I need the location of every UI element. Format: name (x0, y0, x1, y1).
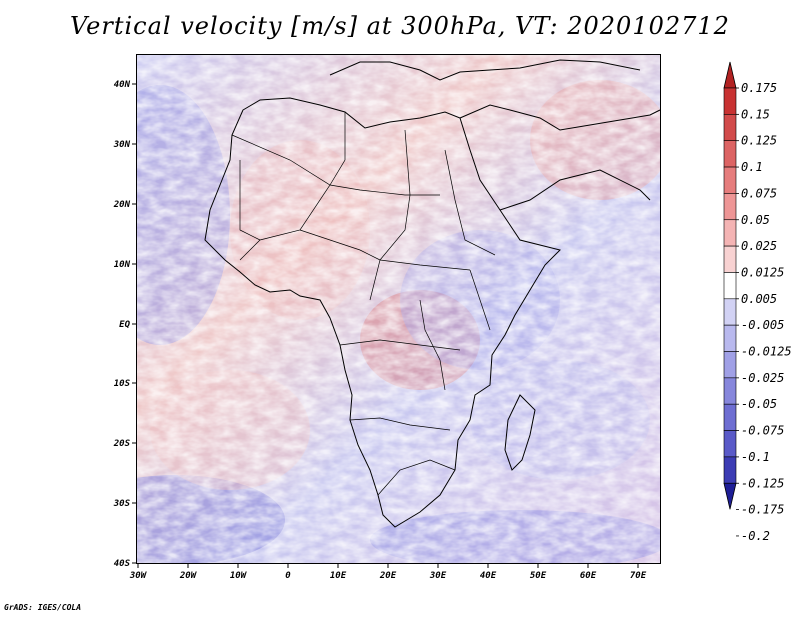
colorbar-swatch (723, 87, 737, 115)
colorbar-swatch (723, 430, 737, 458)
lon-label: 30E (429, 571, 447, 581)
colorbar-label: 0.175 (741, 81, 777, 95)
map-title: Vertical velocity [m/s] at 300hPa, VT: 2… (70, 12, 730, 40)
colorbar-label: -0.125 (741, 476, 784, 490)
colorbar-swatch (723, 193, 737, 221)
lon-ticks (137, 563, 639, 568)
colorbar-max-arrow (723, 61, 737, 89)
lon-label: 10W (230, 571, 248, 581)
coastlines (204, 59, 661, 528)
colorbar-swatch (723, 298, 737, 326)
lon-label: 50E (530, 571, 547, 581)
colorbar-label: 0.05 (741, 213, 770, 227)
lat-ticks (132, 83, 137, 564)
country-borders (231, 112, 496, 496)
lat-label: 30S (113, 499, 131, 509)
colorbar-label: -0.075 (741, 424, 784, 438)
colorbar-label: -0.025 (741, 371, 784, 385)
lat-label: 40N (114, 80, 131, 90)
lat-labels: 40N 30N 20N 10N EQ 10S 20S 30S 40S (113, 80, 131, 569)
lat-label: 40S (114, 559, 131, 569)
colorbar-swatch (723, 166, 737, 194)
map-frame (136, 54, 661, 564)
colorbar-label: -0.175 (741, 503, 784, 517)
lon-label: 20E (379, 571, 397, 581)
lat-label: 10N (114, 260, 131, 270)
lat-label: EQ (119, 320, 130, 330)
colorbar-label: -0.1 (741, 450, 770, 464)
colorbar-label: 0.15 (741, 107, 770, 121)
colorbar-swatch (723, 456, 737, 484)
colorbar-swatch (723, 219, 737, 247)
lon-label: 60E (580, 571, 597, 581)
colorbar-label: 0.0125 (741, 265, 784, 279)
lon-label: 10E (330, 571, 347, 581)
grads-footer: GrADS: IGES/COLA (4, 603, 82, 612)
colorbar-swatch (723, 272, 737, 300)
lon-labels: 30W 20W 10W 0 10E 20E 30E 40E 50E 60E 70… (129, 571, 647, 581)
colorbar-label: 0.005 (741, 292, 777, 306)
lon-label: 30W (129, 571, 148, 581)
colorbar-label: 0.025 (741, 239, 777, 253)
velocity-field (137, 55, 660, 563)
colorbar-label: 0.125 (741, 134, 777, 148)
colorbar-label: -0.005 (741, 318, 784, 332)
colorbar-label: -0.2 (741, 529, 770, 543)
colorbar-swatch (723, 324, 737, 352)
lat-label: 20S (113, 439, 131, 449)
lat-label: 10S (114, 379, 131, 389)
lon-label: 20W (179, 571, 198, 581)
lon-label: 40E (480, 571, 497, 581)
lon-label: 70E (630, 571, 647, 581)
lon-label: 0 (285, 571, 291, 581)
colorbar-min-arrow (723, 482, 737, 510)
colorbar-swatch (723, 114, 737, 141)
colorbar-swatch (723, 140, 737, 168)
colorbar-label: 0.075 (741, 186, 777, 200)
colorbar-label: -0.05 (741, 397, 777, 411)
colorbar-label: -0.0125 (741, 345, 792, 359)
lat-label: 20N (113, 200, 131, 210)
lat-label: 30N (113, 140, 131, 150)
colorbar-label: 0.1 (741, 160, 763, 174)
colorbar-swatch (723, 403, 737, 431)
colorbar: 0.175 0.15 0.125 0.1 0.075 0.05 0.025 0.0125 0.0… (723, 61, 792, 543)
colorbar-swatch (723, 245, 737, 273)
colorbar-swatch (723, 377, 737, 405)
colorbar-swatch (723, 351, 737, 379)
